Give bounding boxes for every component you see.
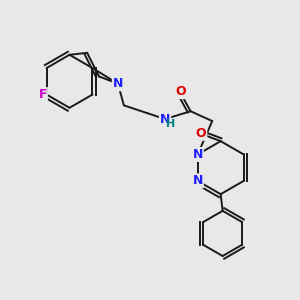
Text: O: O <box>176 85 186 98</box>
Text: H: H <box>167 119 176 129</box>
Text: N: N <box>160 112 170 126</box>
Text: N: N <box>113 77 123 90</box>
Text: F: F <box>38 88 47 101</box>
Text: N: N <box>193 148 203 161</box>
Text: N: N <box>193 174 203 188</box>
Text: O: O <box>196 127 206 140</box>
